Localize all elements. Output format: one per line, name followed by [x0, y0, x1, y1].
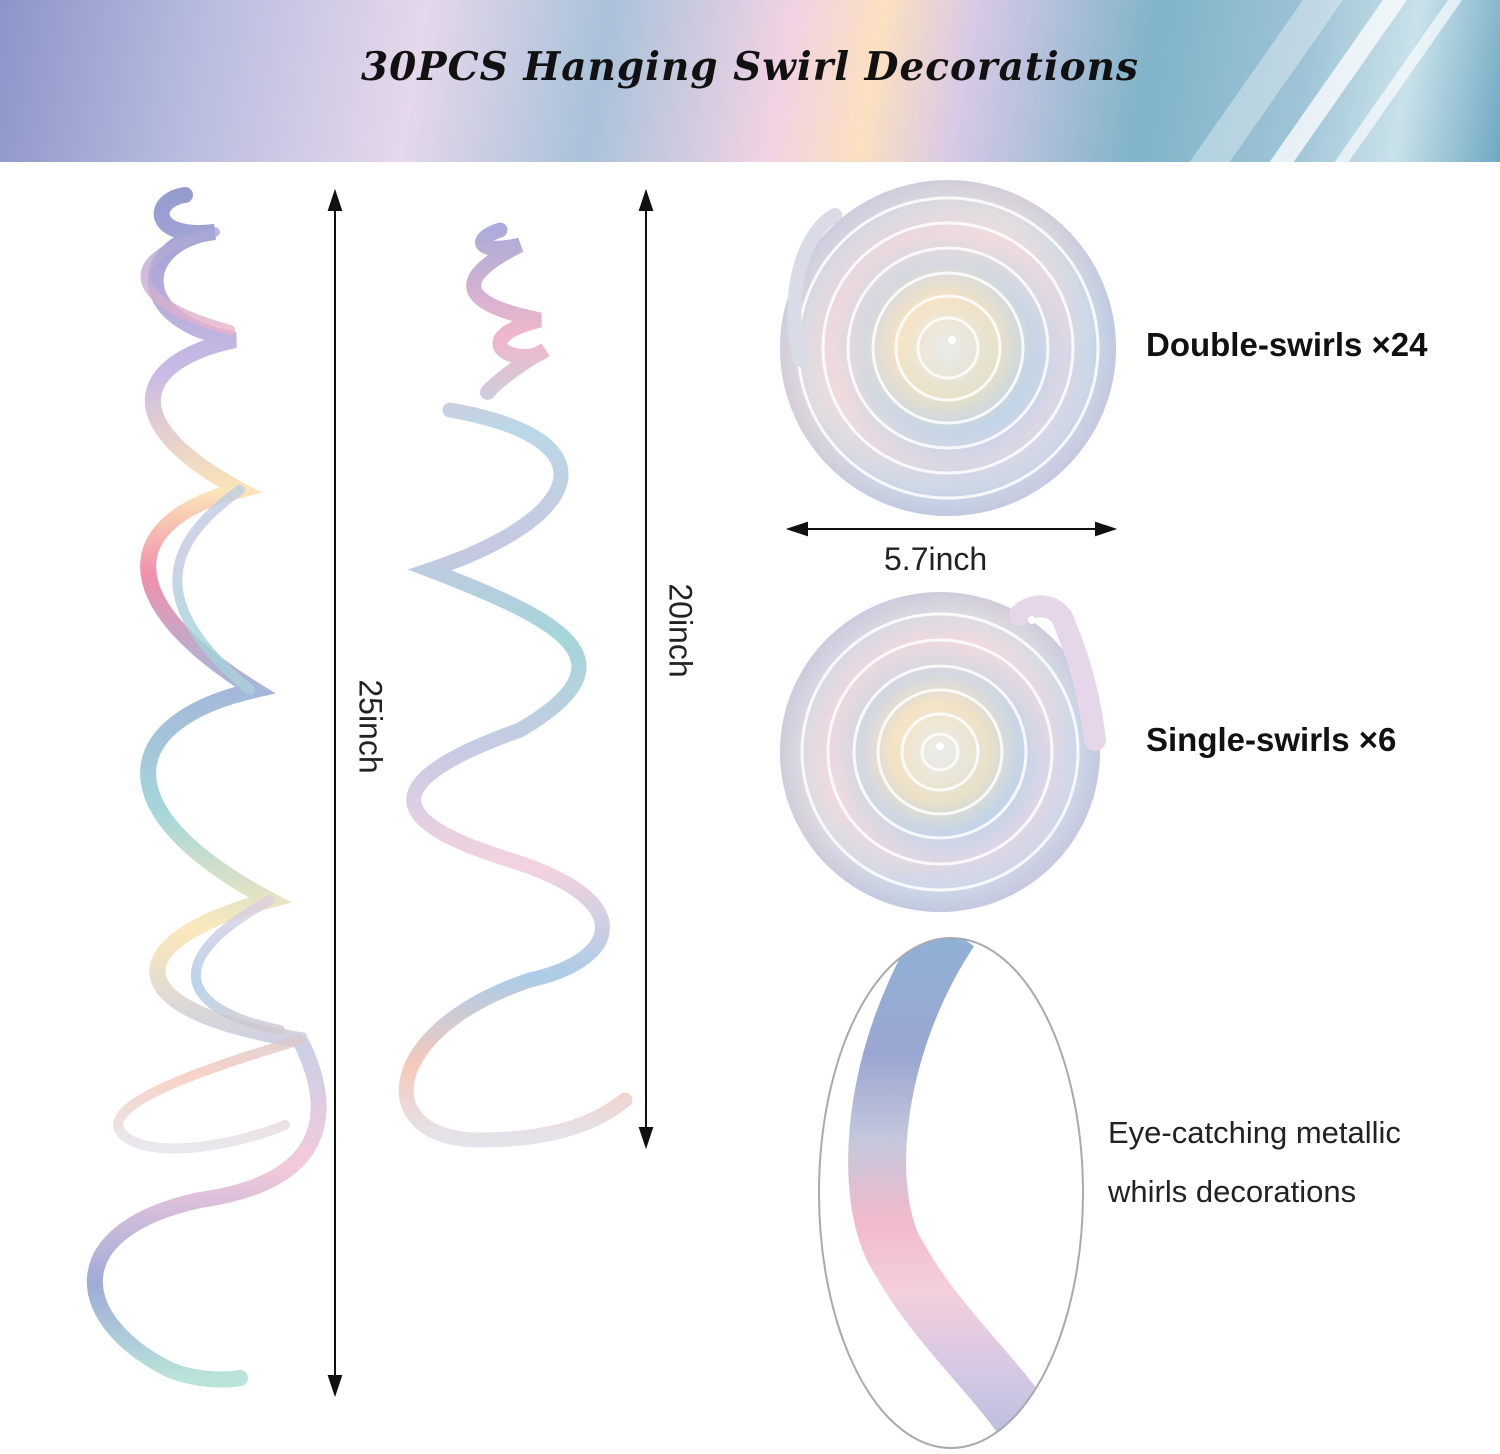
- double-swirl-count-label: Double-swirls ×24: [1146, 326, 1428, 363]
- arrow-diameter: [785, 521, 1118, 537]
- holographic-banner: 30PCS Hanging Swirl Decorations: [0, 0, 1500, 162]
- single-swirl-disc: [780, 592, 1106, 912]
- long-swirl-length-label: 25inch: [352, 679, 389, 774]
- long-hanging-swirl: [86, 187, 327, 1388]
- arrow-25inch: [327, 188, 343, 1398]
- double-swirl-disc: [780, 180, 1116, 516]
- arrow-20inch: [638, 188, 654, 1150]
- detail-caption-line-2: whirls decorations: [1108, 1174, 1357, 1209]
- detail-caption-line-1: Eye-catching metallic: [1108, 1115, 1401, 1150]
- single-swirl-count-label: Single-swirls ×6: [1146, 721, 1397, 758]
- disc-diameter-label: 5.7inch: [884, 541, 988, 577]
- detail-magnifier: [818, 937, 1084, 1449]
- short-hanging-swirl: [398, 222, 633, 1148]
- page-title: 30PCS Hanging Swirl Decorations: [361, 44, 1139, 90]
- long-hanging-swirl-back: [113, 227, 305, 1154]
- short-swirl-length-label: 20inch: [662, 583, 699, 678]
